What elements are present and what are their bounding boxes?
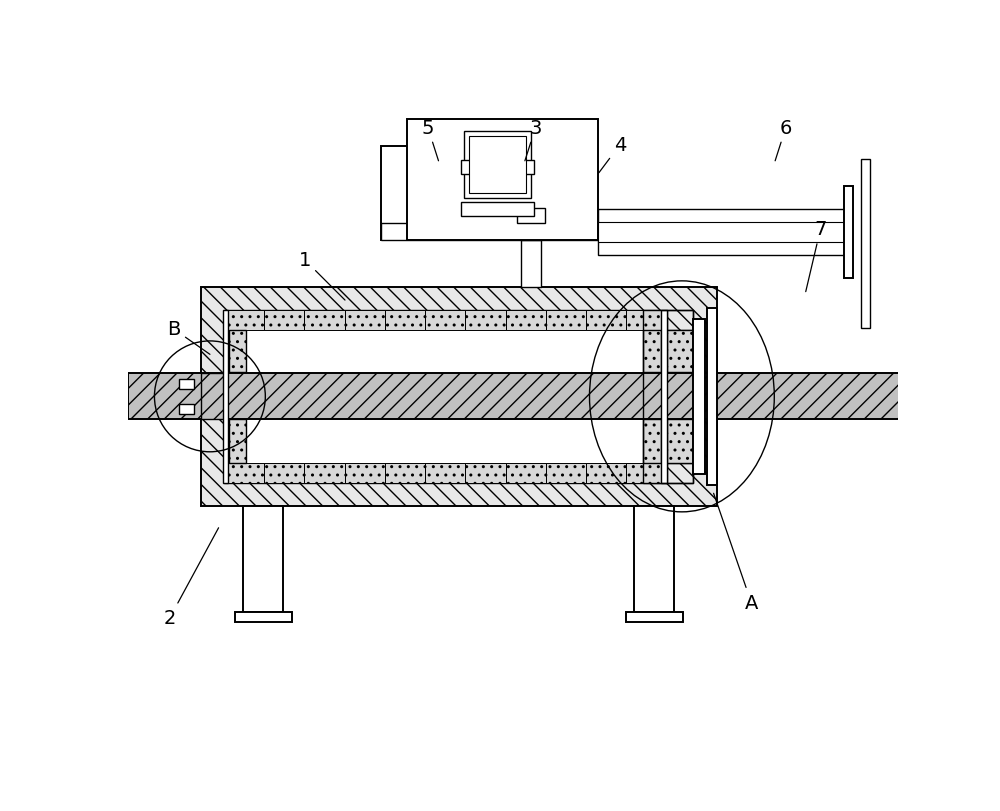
Bar <box>381 146 411 241</box>
Bar <box>304 463 345 483</box>
Bar <box>521 241 541 287</box>
Bar <box>643 420 661 463</box>
Bar <box>506 463 546 483</box>
Bar <box>201 287 717 506</box>
Text: B: B <box>167 320 210 355</box>
Bar <box>844 187 853 279</box>
Bar <box>425 311 465 330</box>
Bar <box>224 420 667 463</box>
Bar <box>517 208 545 224</box>
Bar <box>643 311 693 483</box>
Bar <box>224 330 667 374</box>
Bar <box>667 330 693 372</box>
Bar <box>707 309 717 485</box>
Bar <box>469 136 526 194</box>
Bar <box>598 222 844 243</box>
Bar <box>128 374 917 420</box>
Bar <box>264 311 304 330</box>
Text: 4: 4 <box>599 135 626 174</box>
Bar <box>229 420 246 463</box>
Bar <box>598 209 844 255</box>
Bar <box>465 311 506 330</box>
Bar <box>546 463 586 483</box>
Bar <box>224 463 264 483</box>
Bar <box>224 311 264 330</box>
Bar <box>229 330 246 372</box>
Bar <box>861 160 870 328</box>
Text: 6: 6 <box>775 118 792 161</box>
Bar <box>586 463 626 483</box>
Bar <box>264 463 304 483</box>
Bar <box>464 131 531 199</box>
Bar <box>235 612 292 622</box>
Bar <box>643 330 661 372</box>
Bar <box>425 463 465 483</box>
Text: A: A <box>714 494 758 612</box>
Bar <box>179 380 194 389</box>
Bar <box>626 612 683 622</box>
Bar <box>626 311 667 330</box>
Bar <box>407 119 598 241</box>
Text: 5: 5 <box>422 118 439 161</box>
Bar <box>634 506 674 612</box>
Bar <box>345 463 385 483</box>
Bar <box>667 463 693 483</box>
Bar <box>546 311 586 330</box>
Bar <box>461 203 534 217</box>
Bar <box>345 311 385 330</box>
Bar <box>626 463 667 483</box>
Bar <box>223 311 228 483</box>
Bar <box>381 224 665 241</box>
Bar <box>506 311 546 330</box>
Bar <box>667 420 693 463</box>
Bar <box>385 463 425 483</box>
Text: 2: 2 <box>164 528 219 628</box>
Text: 7: 7 <box>806 220 827 292</box>
Bar <box>179 405 194 414</box>
Bar <box>586 311 626 330</box>
Bar <box>667 311 693 330</box>
Bar <box>243 506 283 612</box>
Bar <box>224 311 667 483</box>
Bar <box>461 161 534 174</box>
Text: 3: 3 <box>525 118 542 161</box>
Bar <box>693 320 705 474</box>
Bar <box>465 463 506 483</box>
Bar <box>385 311 425 330</box>
Bar <box>304 311 345 330</box>
Bar <box>661 311 667 483</box>
Text: 1: 1 <box>298 251 345 301</box>
Bar <box>201 374 224 420</box>
